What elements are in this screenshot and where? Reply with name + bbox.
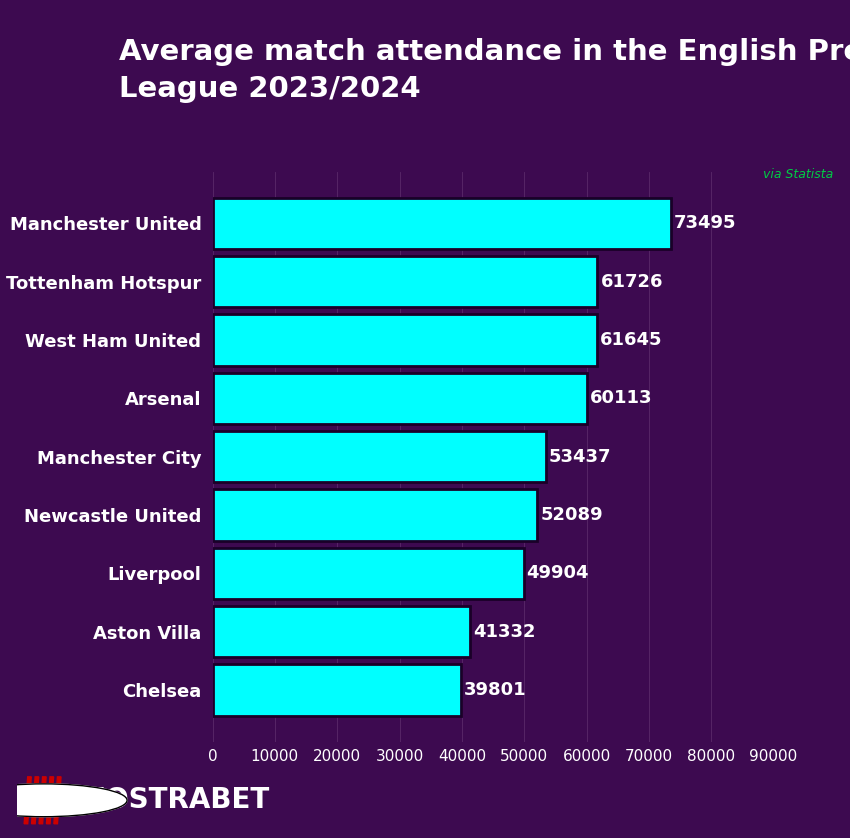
FancyArrow shape (39, 777, 46, 824)
Text: 53437: 53437 (549, 447, 611, 466)
Text: 61726: 61726 (600, 272, 663, 291)
Bar (212, 431, 546, 483)
FancyArrow shape (31, 777, 39, 824)
Circle shape (0, 784, 128, 817)
FancyArrow shape (54, 777, 61, 824)
Text: 39801: 39801 (464, 681, 526, 699)
Text: 49904: 49904 (527, 564, 589, 582)
Bar (212, 256, 598, 308)
Text: 41332: 41332 (473, 623, 536, 641)
Bar (212, 665, 461, 716)
Text: Average match attendance in the English Premier
League 2023/2024: Average match attendance in the English … (119, 38, 850, 102)
Bar (212, 314, 597, 365)
Bar (212, 548, 524, 599)
Text: 61645: 61645 (600, 331, 662, 349)
Text: 73495: 73495 (674, 215, 736, 232)
Bar (212, 198, 671, 249)
Bar (212, 489, 537, 541)
Text: via Statista: via Statista (762, 168, 833, 181)
Bar (212, 373, 587, 424)
Bar (212, 606, 470, 657)
FancyArrow shape (47, 777, 54, 824)
Text: 52089: 52089 (541, 506, 603, 524)
FancyArrow shape (24, 777, 31, 824)
Text: NOSTRABET: NOSTRABET (82, 786, 269, 815)
Text: 60113: 60113 (590, 390, 653, 407)
